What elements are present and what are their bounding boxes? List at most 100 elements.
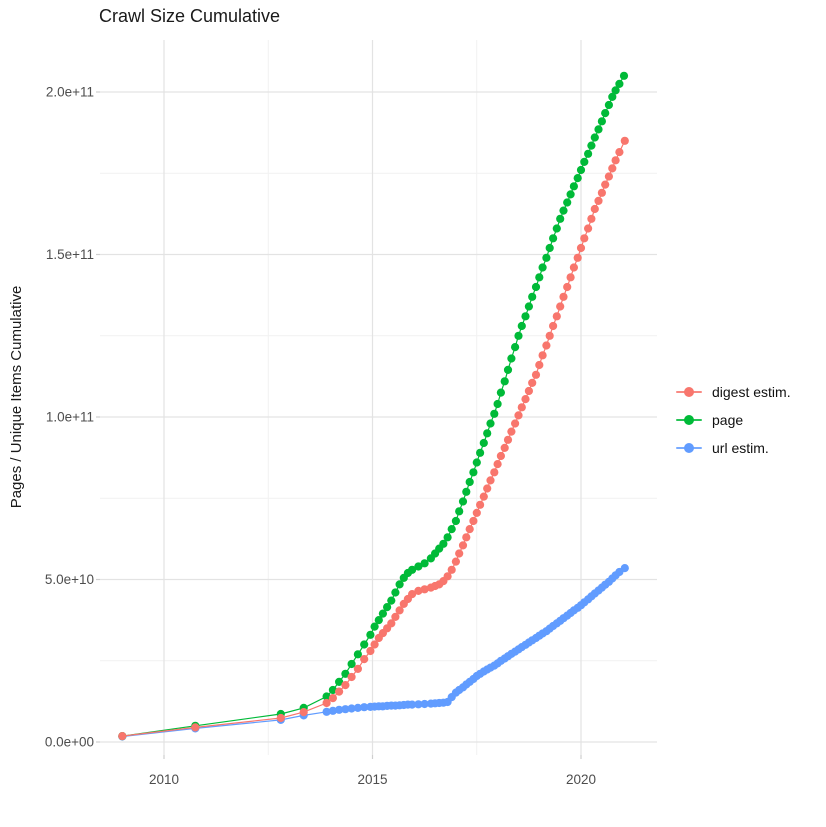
- data-point-page: [566, 190, 575, 199]
- data-point-page: [528, 292, 537, 301]
- data-point-page: [563, 198, 572, 207]
- data-point-page: [366, 630, 375, 639]
- data-point-digest-estim: [580, 234, 589, 243]
- data-point-page: [594, 125, 603, 134]
- data-point-page: [328, 685, 337, 695]
- data-point-page: [559, 206, 568, 215]
- data-point-page: [521, 312, 530, 321]
- data-point-digest-estim: [395, 606, 404, 615]
- data-point-digest-estim: [276, 713, 285, 723]
- data-point-page: [395, 580, 404, 589]
- data-point-page: [469, 468, 478, 477]
- data-point-page: [462, 487, 471, 496]
- data-point-digest-estim: [118, 732, 127, 741]
- data-point-digest-estim: [447, 565, 456, 574]
- data-point-page: [545, 243, 554, 253]
- data-point-digest-estim: [469, 516, 478, 526]
- legend-item-page: page: [676, 406, 791, 434]
- data-point-page: [383, 603, 392, 612]
- data-point-page: [479, 438, 488, 448]
- data-point-digest-estim: [517, 403, 526, 412]
- data-point-digest-estim: [370, 640, 379, 649]
- chart-title: Crawl Size Cumulative: [99, 6, 281, 26]
- data-point-digest-estim: [443, 572, 452, 581]
- data-point-page: [597, 117, 607, 126]
- data-point-digest-estim: [465, 525, 474, 534]
- data-point-page: [604, 100, 614, 110]
- data-point-digest-estim: [597, 188, 607, 197]
- data-point-digest-estim: [538, 351, 547, 360]
- data-point-digest-estim: [559, 292, 568, 301]
- data-point-page: [335, 677, 344, 687]
- x-tick-label: 2010: [149, 772, 179, 787]
- y-tick-label: 5.0e+10: [45, 572, 94, 587]
- data-point-page: [507, 354, 516, 363]
- data-point-digest-estim: [353, 664, 362, 674]
- data-point-digest-estim: [476, 500, 485, 509]
- data-point-digest-estim: [496, 451, 505, 461]
- data-point-page: [538, 263, 547, 272]
- data-point-url-estim: [408, 700, 417, 709]
- legend-key-page-icon: [676, 411, 702, 429]
- data-point-page: [573, 174, 582, 183]
- data-point-digest-estim: [479, 492, 488, 501]
- data-point-digest-estim: [486, 476, 495, 485]
- x-tick-label: 2015: [357, 772, 387, 787]
- data-point-digest-estim: [472, 508, 481, 517]
- data-point-digest-estim: [455, 549, 464, 558]
- data-point-url-estim: [420, 699, 429, 709]
- data-point-digest-estim: [510, 419, 520, 428]
- data-point-page: [531, 282, 541, 292]
- data-point-page: [347, 659, 356, 669]
- data-point-page: [500, 377, 509, 386]
- y-tick-label: 2.0e+11: [46, 85, 94, 100]
- data-point-digest-estim: [608, 164, 617, 173]
- data-point-page: [576, 165, 586, 175]
- data-point-digest-estim: [545, 331, 554, 340]
- data-point-digest-estim: [341, 681, 350, 690]
- data-point-digest-estim: [360, 655, 369, 664]
- data-point-url-estim: [414, 700, 423, 709]
- legend-item-digest: digest estim.: [676, 378, 791, 406]
- data-point-digest-estim: [601, 180, 610, 189]
- data-point-page: [601, 109, 610, 118]
- data-point-page: [490, 409, 499, 418]
- data-point-page: [341, 669, 350, 678]
- data-point-page: [472, 458, 481, 467]
- data-point-digest-estim: [620, 136, 629, 145]
- data-point-page: [476, 448, 485, 457]
- data-point-page: [374, 616, 383, 625]
- data-point-page: [584, 149, 593, 158]
- data-point-page: [503, 365, 513, 374]
- data-point-digest-estim: [590, 204, 599, 214]
- legend-key-url-icon: [676, 439, 702, 457]
- data-point-digest-estim: [322, 698, 331, 708]
- data-point-page: [580, 157, 589, 166]
- data-point-page: [619, 71, 629, 80]
- data-point-page: [408, 565, 417, 574]
- data-point-page: [353, 650, 362, 659]
- data-point-url-estim: [360, 703, 369, 712]
- data-point-page: [493, 399, 502, 409]
- data-point-page: [420, 559, 429, 568]
- data-point-page: [569, 182, 579, 191]
- data-point-page: [414, 562, 423, 571]
- data-point-url-estim: [341, 705, 350, 714]
- data-point-page: [322, 692, 331, 701]
- data-point-digest-estim: [514, 411, 523, 420]
- data-point-page: [439, 539, 448, 548]
- data-point-page: [611, 86, 620, 95]
- data-point-url-estim: [620, 564, 629, 573]
- data-point-digest-estim: [500, 443, 509, 452]
- data-point-digest-estim: [535, 360, 544, 370]
- data-point-page: [615, 79, 624, 88]
- data-point-digest-estim: [611, 156, 620, 165]
- legend-label-page: page: [712, 412, 744, 428]
- data-point-url-estim: [347, 704, 356, 713]
- data-point-page: [447, 525, 456, 534]
- data-point-url-estim: [335, 705, 344, 714]
- data-point-digest-estim: [573, 253, 582, 262]
- data-point-digest-estim: [528, 378, 537, 387]
- data-point-page: [465, 477, 474, 487]
